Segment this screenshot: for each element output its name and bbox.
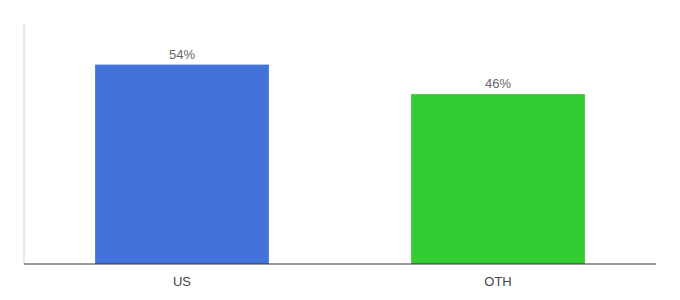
data-label: 54%: [169, 47, 195, 62]
data-label: 46%: [485, 76, 511, 91]
x-tick-label: OTH: [484, 274, 511, 289]
chart-svg: 54% 46% US OTH: [0, 0, 680, 300]
y-axis-line: [24, 24, 25, 264]
bar: [95, 65, 269, 264]
bars: [95, 65, 585, 264]
x-axis-line: [24, 264, 656, 265]
chart-container: 54% 46% US OTH: [0, 0, 680, 300]
plot-area: 54% 46% US OTH: [24, 24, 656, 289]
x-tick-label: US: [173, 274, 191, 289]
bar: [411, 94, 585, 264]
